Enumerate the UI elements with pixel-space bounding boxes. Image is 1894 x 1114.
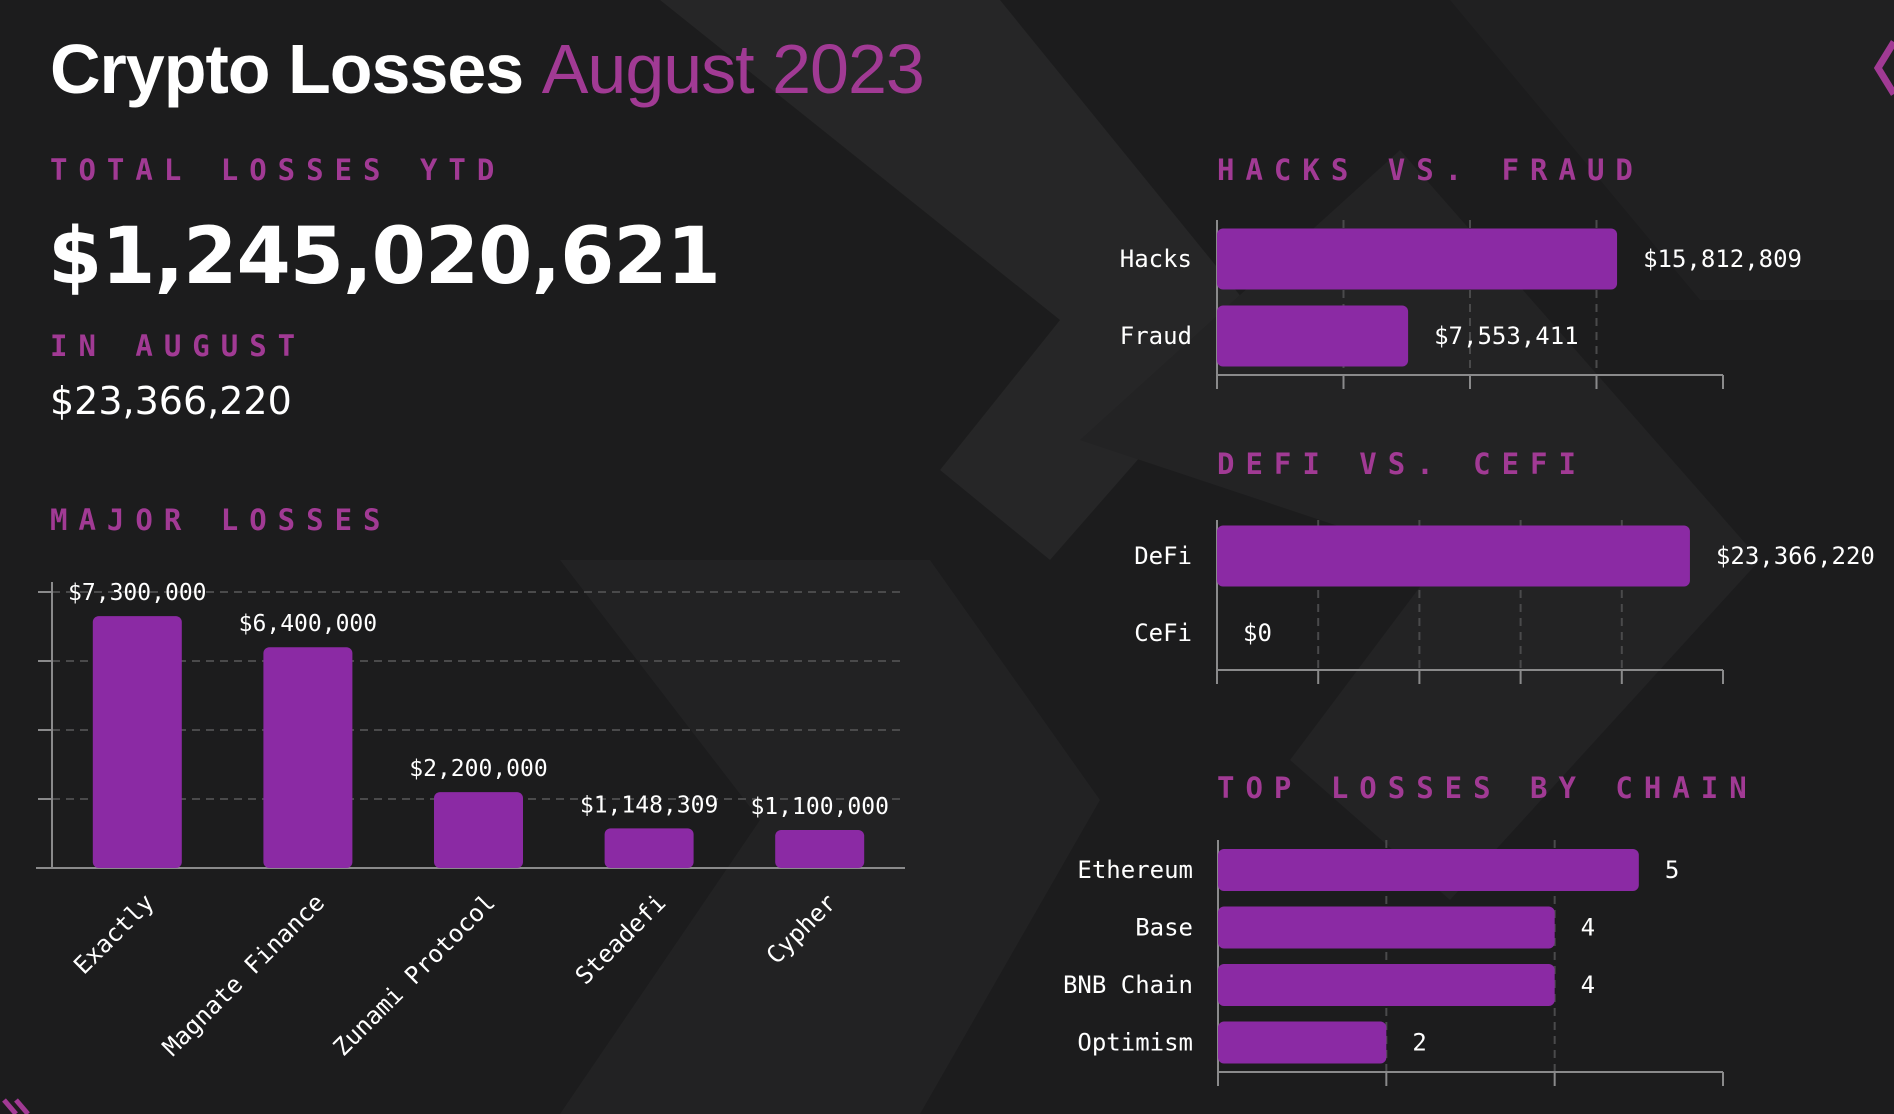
data-label-base: 4 <box>1581 914 1595 942</box>
hacks-vs-fraud-title: HACKS VS. FRAUD <box>1217 153 1644 187</box>
bar-ethereum <box>1218 849 1639 891</box>
bar-exactly <box>92 616 182 868</box>
tick-label-cypher: Cypher <box>761 888 842 969</box>
bar-defi <box>1217 525 1690 587</box>
category-label-ethereum: Ethereum <box>1077 856 1193 884</box>
bar-zunami-protocol <box>434 792 523 868</box>
tick-label-steadefi: Steadefi <box>570 888 672 990</box>
page-title: Crypto Losses August 2023 <box>50 34 925 104</box>
hacks-vs-fraud-chart: Hacks $15,812,809 Fraud $7,553,411 <box>1120 220 1802 389</box>
category-label-defi: DeFi <box>1134 542 1192 570</box>
category-label-fraud: Fraud <box>1120 322 1192 350</box>
data-label-cefi: $0 <box>1243 619 1272 647</box>
data-label-zunami-protocol: $2,200,000 <box>409 756 547 782</box>
top-losses-by-chain-chart: Ethereum 5 Base 4 BNB Chain 4 Optimism 2 <box>1063 840 1724 1086</box>
category-label-cefi: CeFi <box>1134 619 1192 647</box>
bar-hacks <box>1217 228 1618 290</box>
tick-label-exactly: Exactly <box>68 888 159 979</box>
major-losses-chart: $7,300,000 Exactly $6,400,000 Magnate Finan… <box>36 580 905 1062</box>
corner-chevron-icon <box>1873 40 1894 96</box>
total-losses-label: TOTAL LOSSES YTD <box>50 153 506 187</box>
corner-stripes-icon <box>2 1098 30 1114</box>
data-label-steadefi: $1,148,309 <box>580 792 718 818</box>
bar-fraud <box>1217 305 1409 367</box>
data-label-cypher: $1,100,000 <box>750 794 888 820</box>
total-losses-value: $1,245,020,621 <box>48 212 721 302</box>
data-label-optimism: 2 <box>1412 1029 1426 1057</box>
defi-vs-cefi-chart: DeFi $23,366,220 CeFi $0 <box>1134 520 1875 684</box>
defi-vs-cefi-title: DEFI VS. CEFI <box>1217 447 1587 481</box>
title-accent: August 2023 <box>541 30 925 108</box>
category-label-base: Base <box>1135 914 1193 942</box>
tick-label-zunami-protocol: Zunami Protocol <box>328 888 501 1061</box>
tick-label-magnate-finance: Magnate Finance <box>157 888 330 1061</box>
data-label-fraud: $7,553,411 <box>1434 322 1579 350</box>
category-label-optimism: Optimism <box>1077 1029 1193 1057</box>
category-label-hacks: Hacks <box>1120 245 1192 273</box>
data-label-exactly: $7,300,000 <box>68 580 206 606</box>
data-label-ethereum: 5 <box>1665 856 1679 884</box>
data-label-defi: $23,366,220 <box>1716 542 1875 570</box>
top-losses-by-chain-title: TOP LOSSES BY CHAIN <box>1217 771 1758 805</box>
major-losses-title: MAJOR LOSSES <box>50 503 392 537</box>
bar-optimism <box>1218 1021 1387 1064</box>
data-label-bnb-chain: 4 <box>1581 971 1595 999</box>
bar-base <box>1218 906 1555 949</box>
data-label-magnate-finance: $6,400,000 <box>239 611 377 637</box>
title-main: Crypto Losses <box>50 30 524 108</box>
bar-cypher <box>775 830 865 868</box>
bar-magnate-finance <box>263 647 353 868</box>
data-label-hacks: $15,812,809 <box>1643 245 1802 273</box>
bar-steadefi <box>604 828 694 868</box>
in-august-value: $23,366,220 <box>50 379 292 423</box>
in-august-label: IN AUGUST <box>50 329 307 363</box>
bar-bnb-chain <box>1218 964 1555 1006</box>
category-label-bnb-chain: BNB Chain <box>1063 971 1193 999</box>
